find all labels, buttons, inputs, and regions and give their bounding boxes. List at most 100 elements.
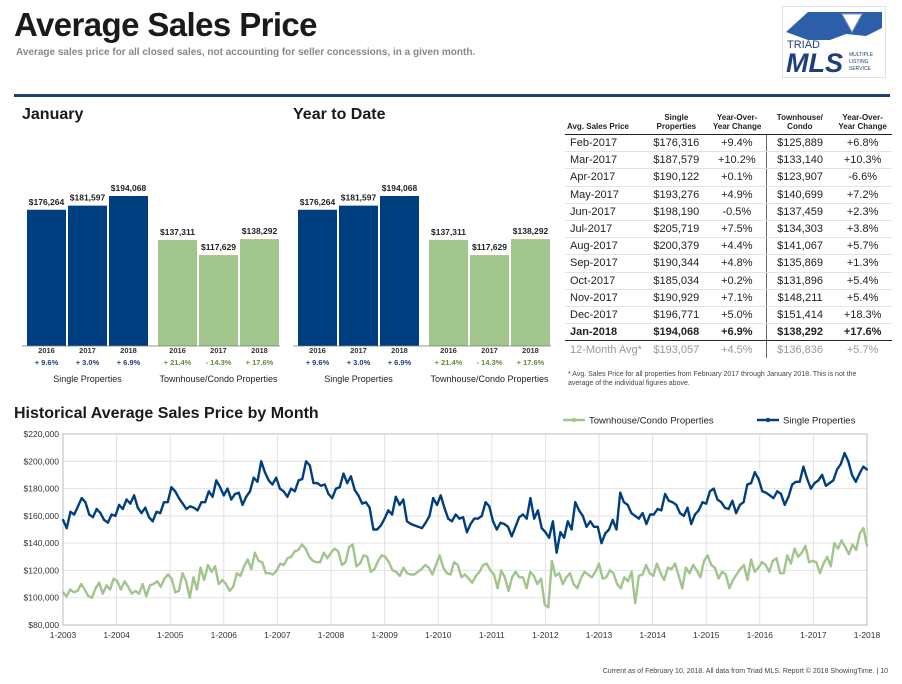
townhouse-point — [166, 573, 170, 576]
townhouse-year-label: 2018 — [251, 346, 268, 355]
townhouse-point — [619, 587, 622, 590]
townhouse-point — [753, 570, 756, 573]
single-point — [368, 506, 371, 509]
townhouse-bar — [158, 239, 197, 346]
townhouse-yoy-cell: +3.8% — [833, 220, 892, 239]
townhouse-point — [742, 563, 746, 567]
y-tick-label: $180,000 — [24, 484, 60, 494]
townhouse-point — [760, 561, 764, 564]
townhouse-point — [456, 563, 459, 567]
single-point — [536, 509, 540, 512]
single-yoy-cell: +0.1% — [707, 168, 767, 187]
townhouse-yoy-cell: +6.8% — [833, 134, 892, 153]
x-tick-label: 1-2010 — [425, 630, 452, 640]
single-point — [802, 465, 805, 468]
townhouse-point — [337, 550, 340, 553]
single-bar — [380, 196, 419, 346]
single-point — [604, 532, 607, 535]
townhouse-point — [739, 568, 742, 571]
table-row: Sep-2017 $190,344 +4.8% $135,869 +1.3% — [565, 254, 892, 273]
single-price-cell: $196,771 — [644, 306, 708, 325]
single-year-label: 2018 — [120, 346, 137, 355]
single-point — [181, 502, 184, 505]
townhouse-point — [547, 606, 550, 609]
single-point — [267, 479, 270, 482]
single-point — [129, 502, 132, 505]
single-point — [342, 472, 345, 475]
single-point — [615, 528, 618, 531]
y-tick-label: $220,000 — [24, 429, 60, 439]
x-tick-label: 1-2011 — [479, 630, 505, 640]
townhouse-point — [623, 576, 626, 579]
townhouse-point — [601, 577, 604, 580]
table-row: Jun-2017 $198,190 -0.5% $137,459 +2.3% — [565, 203, 892, 221]
townhouse-yoy-cell: +7.2% — [833, 186, 892, 204]
single-value-label: $181,597 — [70, 193, 106, 203]
townhouse-point — [315, 561, 318, 564]
townhouse-point — [319, 561, 322, 564]
townhouse-point — [532, 574, 535, 577]
townhouse-price-cell: $148,211 — [765, 289, 834, 307]
single-price-cell: $193,057 — [653, 343, 700, 356]
townhouse-point — [224, 583, 228, 586]
townhouse-yoy-cell: +2.3% — [833, 203, 892, 221]
townhouse-yoy-cell: +10.3% — [833, 151, 892, 170]
single-value-label: $176,264 — [300, 197, 336, 207]
single-yoy-cell: +4.9% — [707, 186, 767, 204]
single-point — [697, 509, 700, 512]
month-cell: Jan-2018 — [565, 323, 645, 342]
townhouse-point — [268, 572, 271, 575]
table-row: Jan-2018 $194,068 +6.9% $138,292 +17.6% — [565, 323, 892, 342]
townhouse-point — [529, 570, 532, 573]
townhouse-point — [670, 568, 673, 571]
townhouse-point — [351, 543, 354, 546]
single-point — [215, 479, 218, 482]
single-point — [376, 528, 379, 531]
single-point — [391, 513, 394, 516]
col-header-single: Single Properties — [644, 113, 708, 135]
single-point — [394, 495, 397, 498]
single-point — [664, 492, 667, 496]
townhouse-point — [138, 592, 141, 595]
townhouse-point — [793, 547, 796, 550]
townhouse-point — [203, 578, 206, 582]
single-point — [420, 527, 424, 530]
single-point — [61, 518, 65, 521]
townhouse-bar — [199, 255, 238, 346]
single-point — [525, 517, 528, 520]
townhouse-point — [431, 573, 434, 576]
single-point — [555, 551, 558, 554]
townhouse-point — [576, 587, 579, 590]
single-point — [110, 513, 113, 516]
single-point — [566, 520, 569, 523]
townhouse-bar — [470, 255, 509, 346]
townhouse-point — [536, 583, 539, 586]
single-point — [858, 472, 861, 475]
townhouse-bar — [429, 239, 468, 346]
single-change-label: + 9.6% — [306, 358, 330, 367]
townhouse-point — [253, 551, 256, 554]
single-point — [192, 506, 195, 509]
townhouse-point — [724, 573, 727, 576]
townhouse-point — [510, 576, 514, 579]
single-bar — [298, 209, 337, 346]
townhouse-point — [706, 554, 709, 557]
single-point — [529, 497, 532, 500]
townhouse-point — [554, 574, 557, 577]
townhouse-point — [293, 550, 296, 553]
townhouse-point — [492, 573, 496, 576]
table-avg-row: 12-Month Avg* $193,057 +4.5% $136,836 +5.7% — [565, 340, 892, 358]
townhouse-price-cell: $141,067 — [765, 237, 834, 256]
single-point — [316, 482, 319, 485]
single-point — [462, 516, 465, 519]
townhouse-point — [829, 565, 832, 568]
townhouse-point — [199, 566, 202, 569]
y-tick-label: $140,000 — [24, 538, 60, 548]
townhouse-price-cell: $138,292 — [765, 323, 834, 342]
townhouse-point — [141, 583, 144, 586]
townhouse-point — [112, 577, 115, 580]
month-cell: Nov-2017 — [565, 289, 645, 307]
townhouse-point — [275, 569, 278, 572]
table-row: Feb-2017 $176,316 +9.4% $125,889 +6.8% — [565, 134, 892, 153]
townhouse-price-cell: $151,414 — [765, 306, 834, 325]
